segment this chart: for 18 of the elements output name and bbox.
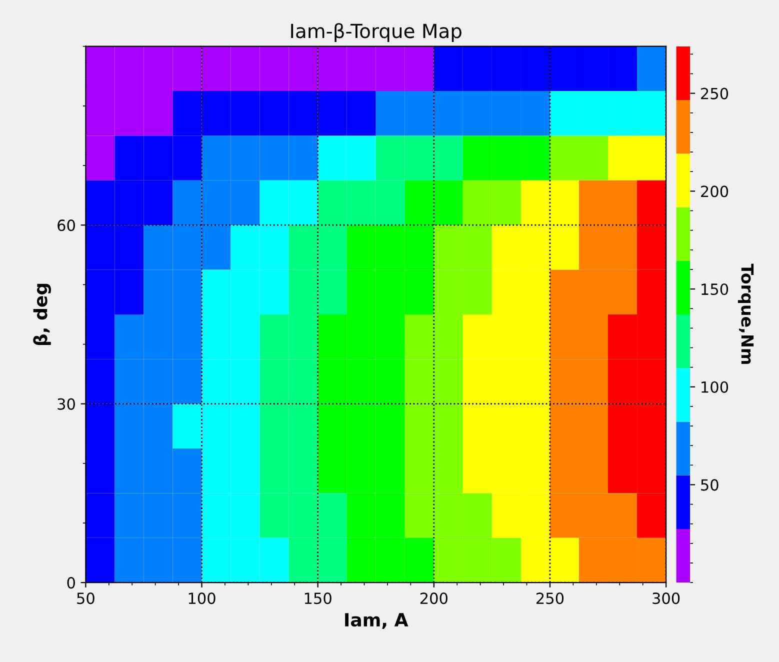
y-axis-title: β, deg — [33, 284, 51, 346]
chart-title: Iam-β-Torque Map — [291, 23, 462, 42]
color-bar-title: Torque,Nm — [738, 264, 754, 364]
y-tick-label: 0 — [67, 577, 75, 589]
y-tick-label: 60 — [58, 220, 75, 232]
x-tick-label: 200 — [420, 592, 448, 604]
x-tick-label: 250 — [536, 592, 564, 604]
color-bar-label: 200 — [701, 186, 728, 198]
x-axis-title: Iam, A — [345, 613, 408, 629]
color-bar-label: 50 — [701, 479, 718, 491]
color-bar-label: 250 — [701, 88, 728, 100]
y-tick-label: 30 — [58, 398, 75, 410]
color-bar-label: 100 — [702, 381, 728, 393]
x-tick-label: 100 — [188, 592, 216, 604]
x-tick-label: 150 — [304, 592, 332, 604]
x-tick-label: 50 — [77, 592, 94, 604]
x-tick-label: 300 — [652, 592, 680, 604]
color-bar-label: 150 — [702, 283, 728, 296]
